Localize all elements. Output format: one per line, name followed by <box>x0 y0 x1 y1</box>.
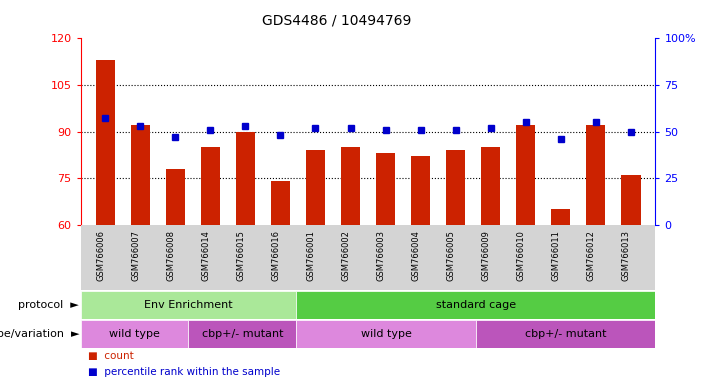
Bar <box>297 320 476 348</box>
Text: cbp+/- mutant: cbp+/- mutant <box>201 329 283 339</box>
Bar <box>271 181 290 225</box>
Text: GSM766002: GSM766002 <box>341 230 350 281</box>
Bar <box>516 125 536 225</box>
Bar <box>621 175 641 225</box>
Bar <box>81 320 189 348</box>
Text: GSM766015: GSM766015 <box>236 230 245 281</box>
Text: GSM766006: GSM766006 <box>96 230 105 281</box>
Bar <box>95 60 115 225</box>
Text: GSM766008: GSM766008 <box>166 230 175 281</box>
Bar <box>376 153 395 225</box>
Text: protocol  ►: protocol ► <box>18 300 79 310</box>
Bar <box>341 147 360 225</box>
Text: ■  count: ■ count <box>88 351 133 361</box>
Text: GSM766003: GSM766003 <box>376 230 386 281</box>
Text: GSM766016: GSM766016 <box>271 230 280 281</box>
Text: standard cage: standard cage <box>436 300 516 310</box>
Bar <box>165 169 185 225</box>
Bar <box>306 150 325 225</box>
Text: ■  percentile rank within the sample: ■ percentile rank within the sample <box>88 367 280 377</box>
Bar <box>446 150 465 225</box>
Bar <box>476 320 655 348</box>
Text: GSM766014: GSM766014 <box>201 230 210 281</box>
Text: GDS4486 / 10494769: GDS4486 / 10494769 <box>261 13 411 27</box>
Bar <box>411 156 430 225</box>
Text: GSM766009: GSM766009 <box>482 230 491 281</box>
Text: GSM766011: GSM766011 <box>552 230 561 281</box>
Text: wild type: wild type <box>360 329 411 339</box>
Text: GSM766007: GSM766007 <box>131 230 140 281</box>
Bar <box>200 147 220 225</box>
Text: GSM766010: GSM766010 <box>517 230 526 281</box>
Text: GSM766012: GSM766012 <box>587 230 596 281</box>
Bar <box>130 125 150 225</box>
Text: Env Enrichment: Env Enrichment <box>144 300 233 310</box>
Bar <box>297 291 655 319</box>
Bar <box>586 125 606 225</box>
Text: genotype/variation  ►: genotype/variation ► <box>0 329 79 339</box>
Text: wild type: wild type <box>109 329 160 339</box>
Text: GSM766004: GSM766004 <box>411 230 421 281</box>
Text: cbp+/- mutant: cbp+/- mutant <box>525 329 606 339</box>
Bar <box>236 132 255 225</box>
Text: GSM766001: GSM766001 <box>306 230 315 281</box>
Bar <box>81 291 297 319</box>
Bar <box>189 320 297 348</box>
Bar <box>481 147 501 225</box>
Bar <box>551 209 571 225</box>
Text: GSM766013: GSM766013 <box>622 230 631 281</box>
Text: GSM766005: GSM766005 <box>447 230 456 281</box>
